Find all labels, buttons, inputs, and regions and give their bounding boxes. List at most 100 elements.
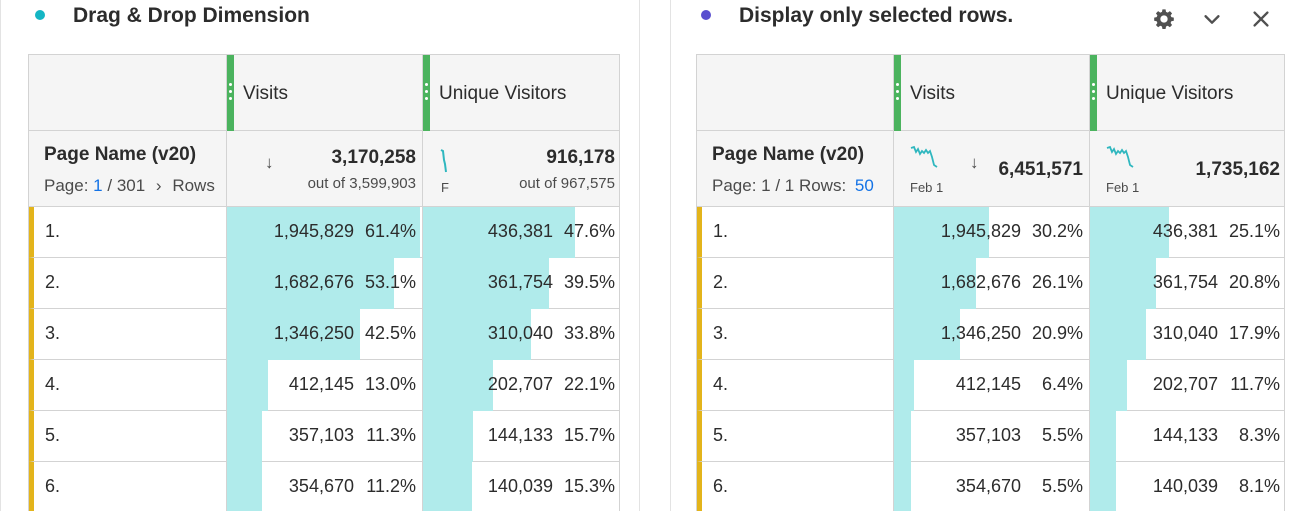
sparkline (1106, 145, 1134, 168)
unique-visitors-cell: 202,707 11.7% (1089, 360, 1284, 411)
visits-cell: 1,945,829 61.4% (226, 207, 422, 258)
drag-handle-icon[interactable] (423, 55, 430, 131)
column-label: Unique Visitors (1106, 83, 1234, 104)
table-row[interactable]: 1. 1,945,829 61.4% 436,381 47.6% (29, 207, 619, 258)
metric-percent: 8.3% (1238, 425, 1280, 445)
metric-value: 140,039 (1152, 476, 1218, 496)
metric-value: 354,670 (288, 476, 354, 496)
metric-percent: 61.4% (364, 221, 416, 241)
column-header-visits[interactable]: Visits (226, 55, 422, 131)
page-label: Page: (44, 176, 89, 195)
freeform-table: Visits Unique Visitors Page Name (v20) P… (28, 54, 620, 511)
metric-percent: 15.3% (563, 476, 615, 496)
table-row[interactable]: 3. 1,346,250 42.5% 310,040 33.8% (29, 309, 619, 360)
page-text: Page: 1 / 1 Rows: (712, 176, 847, 195)
visits-cell: 357,103 11.3% (226, 411, 422, 462)
percent-bar (423, 411, 473, 462)
total-out-of: out of 3,599,903 (307, 175, 416, 192)
rows-per-page-dropdown[interactable]: 50 (854, 176, 874, 195)
gear-icon[interactable] (1151, 6, 1177, 32)
column-header-visits[interactable]: Visits (893, 55, 1089, 131)
unique-visitors-cell: 436,381 47.6% (422, 207, 619, 258)
dimension-drop-zone[interactable] (697, 55, 893, 131)
unique-visitors-cell: 144,133 15.7% (422, 411, 619, 462)
unique-visitors-cell: 140,039 15.3% (422, 462, 619, 511)
percent-bar (1090, 207, 1169, 258)
visits-total-cell: ↓ 3,170,258 out of 3,599,903 (226, 131, 422, 207)
metric-value: 436,381 (487, 221, 553, 241)
visits-cell: 354,670 5.5% (893, 462, 1089, 511)
drag-handle-icon[interactable] (894, 55, 901, 131)
drag-handle-icon[interactable] (227, 55, 234, 131)
unique-visitors-cell: 202,707 22.1% (422, 360, 619, 411)
percent-bar (1090, 258, 1156, 309)
metric-value: 436,381 (1152, 221, 1218, 241)
table-row[interactable]: 2. 1,682,676 53.1% 361,754 39.5% (29, 258, 619, 309)
drag-handle-icon[interactable] (1090, 55, 1097, 131)
table-row[interactable]: 3. 1,346,250 20.9% 310,040 17.9% (697, 309, 1284, 360)
percent-bar (423, 258, 549, 309)
metric-percent: 39.5% (563, 272, 615, 292)
chevron-down-icon[interactable] (1199, 6, 1225, 32)
row-number: 4. (45, 374, 61, 394)
sort-descending-icon[interactable]: ↓ (265, 153, 274, 172)
visits-total-cell: Feb 1 ↓ 6,451,571 (893, 131, 1089, 207)
metric-percent: 17.9% (1228, 323, 1280, 343)
close-icon[interactable] (1248, 6, 1274, 32)
metric-percent: 11.2% (366, 476, 416, 496)
metric-value: 361,754 (1152, 272, 1218, 292)
percent-bar (423, 309, 531, 360)
visits-cell: 357,103 5.5% (893, 411, 1089, 462)
page-total: / 301 (107, 176, 146, 195)
unique-visitors-total-cell: F 916,178 out of 967,575 (422, 131, 619, 207)
unique-visitors-cell: 144,133 8.3% (1089, 411, 1284, 462)
metric-value: 361,754 (487, 272, 553, 292)
dimension-drop-zone[interactable] (29, 55, 226, 131)
visits-cell: 354,670 11.2% (226, 462, 422, 511)
metric-percent: 42.5% (364, 323, 416, 343)
sort-descending-icon[interactable]: ↓ (970, 153, 979, 172)
row-number: 3. (45, 323, 61, 343)
dimension-title[interactable]: Page Name (v20) (44, 144, 197, 165)
metric-value: 310,040 (1152, 323, 1218, 343)
metric-percent: 25.1% (1228, 221, 1280, 241)
column-label: Visits (243, 83, 289, 104)
percent-bar (894, 207, 989, 258)
percent-bar (894, 462, 911, 511)
pagination: Page: 1 / 1 Rows: 50 (712, 176, 874, 196)
metric-percent: 20.8% (1228, 272, 1280, 292)
table-row[interactable]: 2. 1,682,676 26.1% 361,754 20.8% (697, 258, 1284, 309)
metric-value: 1,945,829 (940, 221, 1021, 241)
rows-label: Rows (172, 176, 215, 195)
percent-bar (227, 462, 262, 511)
panel-title[interactable]: Display only selected rows. (739, 4, 1014, 27)
table-row[interactable]: 4. 412,145 13.0% 202,707 22.1% (29, 360, 619, 411)
percent-bar (1090, 309, 1146, 360)
row-number: 3. (713, 323, 729, 343)
metric-percent: 11.3% (366, 425, 416, 445)
metric-value: 1,945,829 (273, 221, 354, 241)
table-row[interactable]: 1. 1,945,829 30.2% 436,381 25.1% (697, 207, 1284, 258)
table-row[interactable]: 5. 357,103 5.5% 144,133 8.3% (697, 411, 1284, 462)
page-current-input[interactable]: 1 (93, 176, 103, 195)
percent-bar (1090, 462, 1116, 511)
visits-cell: 412,145 6.4% (893, 360, 1089, 411)
table-row[interactable]: 5. 357,103 11.3% 144,133 15.7% (29, 411, 619, 462)
row-number: 5. (45, 425, 61, 445)
table-row[interactable]: 6. 354,670 11.2% 140,039 15.3% (29, 462, 619, 511)
total-value: 3,170,258 (331, 147, 416, 168)
metric-value: 140,039 (487, 476, 553, 496)
row-number: 2. (45, 272, 61, 292)
row-number: 6. (713, 476, 729, 496)
metric-percent: 5.5% (1041, 425, 1083, 445)
dimension-title[interactable]: Page Name (v20) (712, 144, 865, 165)
sparkline (910, 145, 938, 168)
chevron-right-icon[interactable]: › (155, 176, 162, 195)
table-row[interactable]: 4. 412,145 6.4% 202,707 11.7% (697, 360, 1284, 411)
panel-title[interactable]: Drag & Drop Dimension (73, 4, 310, 27)
table-row[interactable]: 6. 354,670 5.5% 140,039 8.1% (697, 462, 1284, 511)
column-header-unique-visitors[interactable]: Unique Visitors (422, 55, 619, 131)
unique-visitors-cell: 361,754 20.8% (1089, 258, 1284, 309)
column-label: Visits (910, 83, 956, 104)
column-header-unique-visitors[interactable]: Unique Visitors (1089, 55, 1284, 131)
